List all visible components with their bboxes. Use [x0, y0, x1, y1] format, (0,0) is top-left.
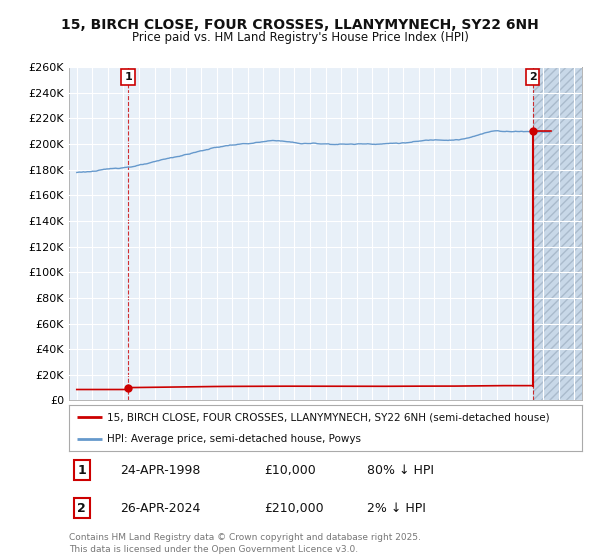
Text: 24-APR-1998: 24-APR-1998 [121, 464, 200, 477]
Text: £210,000: £210,000 [264, 502, 323, 515]
Text: £10,000: £10,000 [264, 464, 316, 477]
Text: 2: 2 [529, 72, 536, 82]
Text: 1: 1 [124, 72, 132, 82]
Text: 2: 2 [77, 502, 86, 515]
Text: 80% ↓ HPI: 80% ↓ HPI [367, 464, 434, 477]
Text: 15, BIRCH CLOSE, FOUR CROSSES, LLANYMYNECH, SY22 6NH: 15, BIRCH CLOSE, FOUR CROSSES, LLANYMYNE… [61, 18, 539, 32]
Text: HPI: Average price, semi-detached house, Powys: HPI: Average price, semi-detached house,… [107, 435, 361, 444]
Text: 15, BIRCH CLOSE, FOUR CROSSES, LLANYMYNECH, SY22 6NH (semi-detached house): 15, BIRCH CLOSE, FOUR CROSSES, LLANYMYNE… [107, 412, 550, 422]
Bar [533, 67, 582, 400]
Text: Price paid vs. HM Land Registry's House Price Index (HPI): Price paid vs. HM Land Registry's House … [131, 31, 469, 44]
Text: 1: 1 [77, 464, 86, 477]
Text: 2% ↓ HPI: 2% ↓ HPI [367, 502, 425, 515]
Text: 26-APR-2024: 26-APR-2024 [121, 502, 200, 515]
Text: Contains HM Land Registry data © Crown copyright and database right 2025.
This d: Contains HM Land Registry data © Crown c… [69, 533, 421, 554]
